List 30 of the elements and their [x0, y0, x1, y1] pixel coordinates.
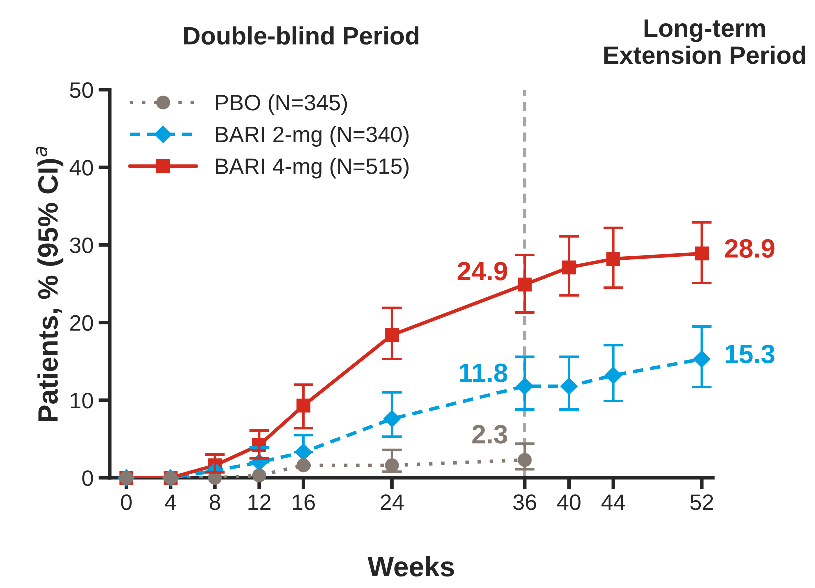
- data-label: 28.9: [725, 239, 775, 258]
- legend-label: PBO (N=345): [216, 94, 348, 116]
- x-tick-label: 12: [248, 494, 271, 510]
- x-tick-label: 4: [165, 494, 176, 510]
- y-axis-title: Patients, % (95% CI)$^{a}$: [36, 146, 64, 422]
- legend-label: BARI 4-mg (N=515): [216, 158, 409, 179]
- point: [296, 458, 311, 473]
- x-tick-label: 44: [602, 494, 626, 510]
- data-label: 2.3: [472, 425, 508, 444]
- data-label: 15.3: [726, 344, 775, 364]
- x-tick-label: 8: [210, 494, 220, 510]
- x-tick-label: 40: [557, 494, 581, 510]
- y-tick-label: 10: [71, 392, 94, 409]
- legend-label: BARI 2-mg (N=340): [216, 126, 409, 147]
- x-tick-label: 0: [121, 494, 132, 510]
- text: Long-term Extension Period: [604, 20, 806, 64]
- data-label: 24.9: [458, 262, 508, 281]
- y-tick-label: 20: [70, 315, 94, 332]
- y-tick-label: 30: [70, 238, 94, 254]
- x-tick-label: 24: [380, 494, 404, 510]
- text: Double-blind Period: [184, 26, 419, 45]
- data-label: 11.8: [460, 364, 508, 382]
- x-tick-label: 52: [690, 494, 714, 510]
- point: [252, 468, 266, 483]
- y-tick-label: 0: [82, 470, 94, 486]
- y-tick-label: 50: [70, 82, 94, 98]
- y-tick-label: 40: [70, 160, 94, 176]
- x-tick-label: 36: [513, 494, 536, 510]
- x-axis-title: Weeks: [368, 556, 454, 577]
- x-tick-label: 16: [293, 494, 316, 510]
